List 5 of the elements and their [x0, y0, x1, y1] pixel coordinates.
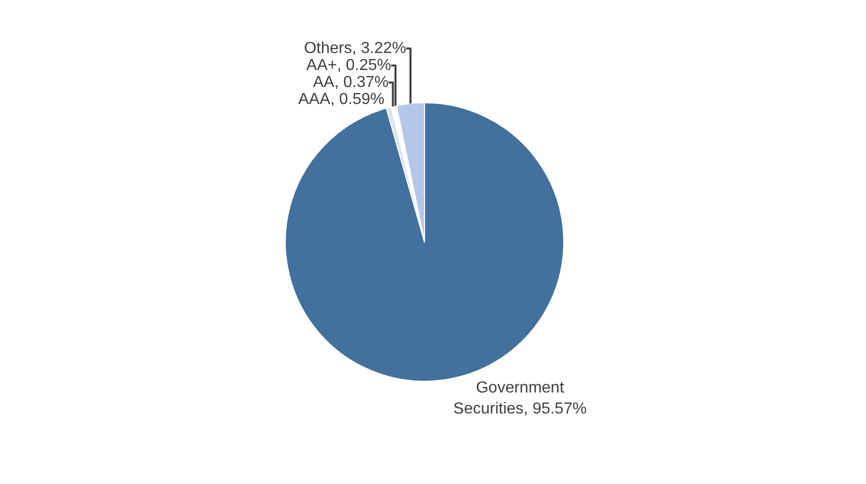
slice-label: AA, 0.37%: [312, 74, 389, 92]
slice-label: Others, 3.22%: [304, 40, 406, 58]
slice-label: AA+, 0.25%: [306, 57, 392, 74]
slice-label: AAA, 0.59%: [298, 91, 385, 108]
slice-label: Government Securities, 95.57%: [453, 379, 587, 418]
